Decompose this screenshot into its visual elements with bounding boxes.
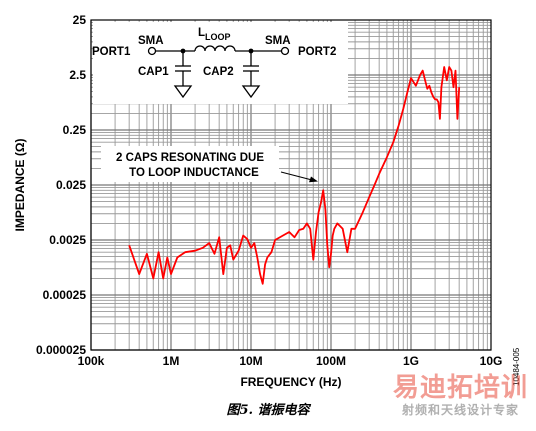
y-tick-label: 0.000025 xyxy=(36,343,86,357)
cap2-label: CAP2 xyxy=(203,66,234,78)
sma-left-label: SMA xyxy=(138,35,164,47)
watermark-tagline: 射频和天线设计专家 xyxy=(401,403,519,417)
port1-label: PORT1 xyxy=(92,46,131,58)
port1-connector xyxy=(147,46,157,56)
y-tick-label: 0.00025 xyxy=(43,288,87,302)
annotation-arrowhead-icon xyxy=(309,176,318,183)
plot-frame xyxy=(90,19,492,351)
impedance-series-line xyxy=(128,66,461,285)
schematic-background xyxy=(93,22,348,104)
y-axis-title: IMPEDANCE (Ω) xyxy=(13,139,27,232)
y-tick-labels: 0.000025 0.00025 0.0025 0.025 0.25 2.5 25 xyxy=(36,13,86,357)
y-tick-label: 25 xyxy=(73,13,87,27)
figure-id: 10484-005 xyxy=(512,347,521,386)
sma-right-label: SMA xyxy=(265,35,291,47)
x-tick-label: 100M xyxy=(316,354,346,368)
y-tick-label: 0.25 xyxy=(63,123,87,137)
x-tick-label: 1G xyxy=(403,354,419,368)
port2-label: PORT2 xyxy=(298,46,336,58)
annotation-line-1: 2 CAPS RESONATING DUE xyxy=(116,152,264,164)
x-tick-labels: 100k 1M 10M 100M 1G 10G xyxy=(78,354,503,368)
ground-1-icon xyxy=(173,85,193,99)
inductor-label-main: L xyxy=(198,27,205,39)
y-tick-label: 2.5 xyxy=(69,68,86,82)
inductor-label-sub: LOOP xyxy=(205,32,231,42)
x-tick-label: 1M xyxy=(163,354,180,368)
resonance-annotation: 2 CAPS RESONATING DUE TO LOOP INDUCTANCE xyxy=(101,146,318,183)
x-tick-label: 10M xyxy=(239,354,262,368)
annotation-line-2: TO LOOP INDUCTANCE xyxy=(129,167,259,179)
inductor-coil xyxy=(194,45,236,52)
annotation-background xyxy=(101,146,279,182)
y-tick-label: 0.0025 xyxy=(49,233,86,247)
inductor-label: LLOOP xyxy=(198,27,231,42)
schematic-inset: SMA SMA PORT1 PORT2 LLOOP CAP1 CAP2 xyxy=(92,22,348,104)
watermark-logo-text: 易迪拓培训 xyxy=(392,373,528,403)
x-tick-label: 10G xyxy=(480,354,503,368)
cap2-symbol xyxy=(243,51,259,86)
cap1-label: CAP1 xyxy=(138,66,169,78)
cap1-symbol xyxy=(175,51,191,86)
port2-connector xyxy=(280,46,290,56)
x-tick-label: 100k xyxy=(78,354,105,368)
annotation-arrow xyxy=(280,171,313,181)
series-layer xyxy=(128,66,461,285)
watermark: 易迪拓培训 射频和天线设计专家 xyxy=(393,374,528,418)
ground-2-icon xyxy=(241,85,261,99)
x-axis-title: FREQUENCY (Hz) xyxy=(240,375,341,389)
figure-caption: 图5. 谐振电容 xyxy=(226,403,310,418)
y-tick-label: 0.025 xyxy=(56,178,86,192)
impedance-chart: 100k 1M 10M 100M 1G 10G 0.000025 0.00025 0.0025… xyxy=(13,13,521,389)
